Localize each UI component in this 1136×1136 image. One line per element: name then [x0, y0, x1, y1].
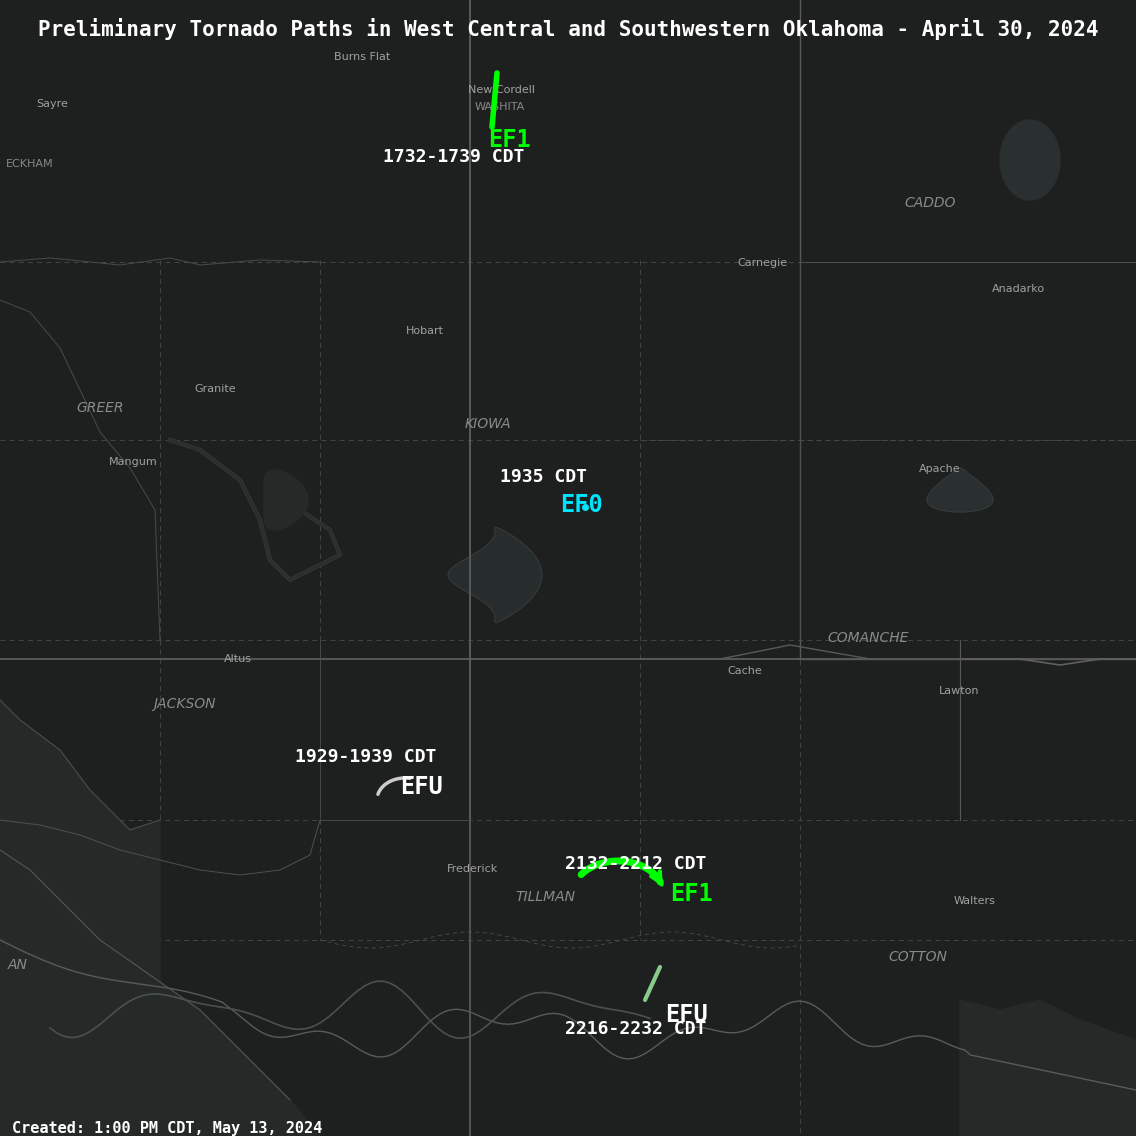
Text: JACKSON: JACKSON: [153, 698, 216, 711]
Text: Burns Flat: Burns Flat: [334, 52, 390, 62]
Text: KIOWA: KIOWA: [465, 417, 511, 431]
Text: 1935 CDT: 1935 CDT: [500, 468, 587, 486]
Text: Cache: Cache: [728, 666, 762, 676]
Text: Walters: Walters: [954, 896, 996, 907]
Text: 1732-1739 CDT: 1732-1739 CDT: [383, 148, 525, 166]
Text: Granite: Granite: [194, 384, 236, 394]
Text: Created: 1:00 PM CDT, May 13, 2024: Created: 1:00 PM CDT, May 13, 2024: [12, 1121, 323, 1136]
Polygon shape: [1000, 120, 1060, 200]
Text: TILLMAN: TILLMAN: [515, 889, 575, 904]
Text: EFU: EFU: [400, 775, 443, 799]
Polygon shape: [927, 468, 993, 512]
Text: 1929-1939 CDT: 1929-1939 CDT: [295, 747, 436, 766]
Text: Mangum: Mangum: [109, 457, 158, 467]
Text: COMANCHE: COMANCHE: [827, 630, 909, 645]
Text: COTTON: COTTON: [888, 950, 947, 964]
Text: New Cordell: New Cordell: [468, 85, 535, 95]
Polygon shape: [960, 1000, 1136, 1136]
Text: Carnegie: Carnegie: [737, 258, 787, 268]
Text: Lawton: Lawton: [938, 686, 979, 696]
Text: EF0: EF0: [560, 493, 603, 517]
Polygon shape: [264, 470, 308, 531]
Polygon shape: [448, 527, 542, 623]
Text: Frederick: Frederick: [448, 864, 499, 874]
Text: Hobart: Hobart: [406, 326, 444, 336]
Text: Apache: Apache: [919, 463, 961, 474]
Polygon shape: [0, 850, 320, 1136]
Text: EF1: EF1: [670, 882, 712, 907]
Text: GREER: GREER: [76, 401, 124, 415]
Text: EF1: EF1: [488, 128, 531, 152]
Text: Altus: Altus: [224, 654, 252, 665]
Text: ECKHAM: ECKHAM: [6, 159, 53, 169]
Polygon shape: [0, 700, 160, 1136]
Text: EFU: EFU: [665, 1003, 708, 1027]
Text: CADDO: CADDO: [904, 197, 955, 210]
Text: Sayre: Sayre: [36, 99, 68, 109]
Text: WASHITA: WASHITA: [475, 102, 525, 112]
Text: 2216-2232 CDT: 2216-2232 CDT: [565, 1020, 707, 1038]
Text: Anadarko: Anadarko: [992, 284, 1045, 294]
Text: AN: AN: [8, 958, 28, 972]
Text: 2132-2212 CDT: 2132-2212 CDT: [565, 855, 707, 872]
Text: Preliminary Tornado Paths in West Central and Southwestern Oklahoma - April 30, : Preliminary Tornado Paths in West Centra…: [37, 18, 1099, 40]
